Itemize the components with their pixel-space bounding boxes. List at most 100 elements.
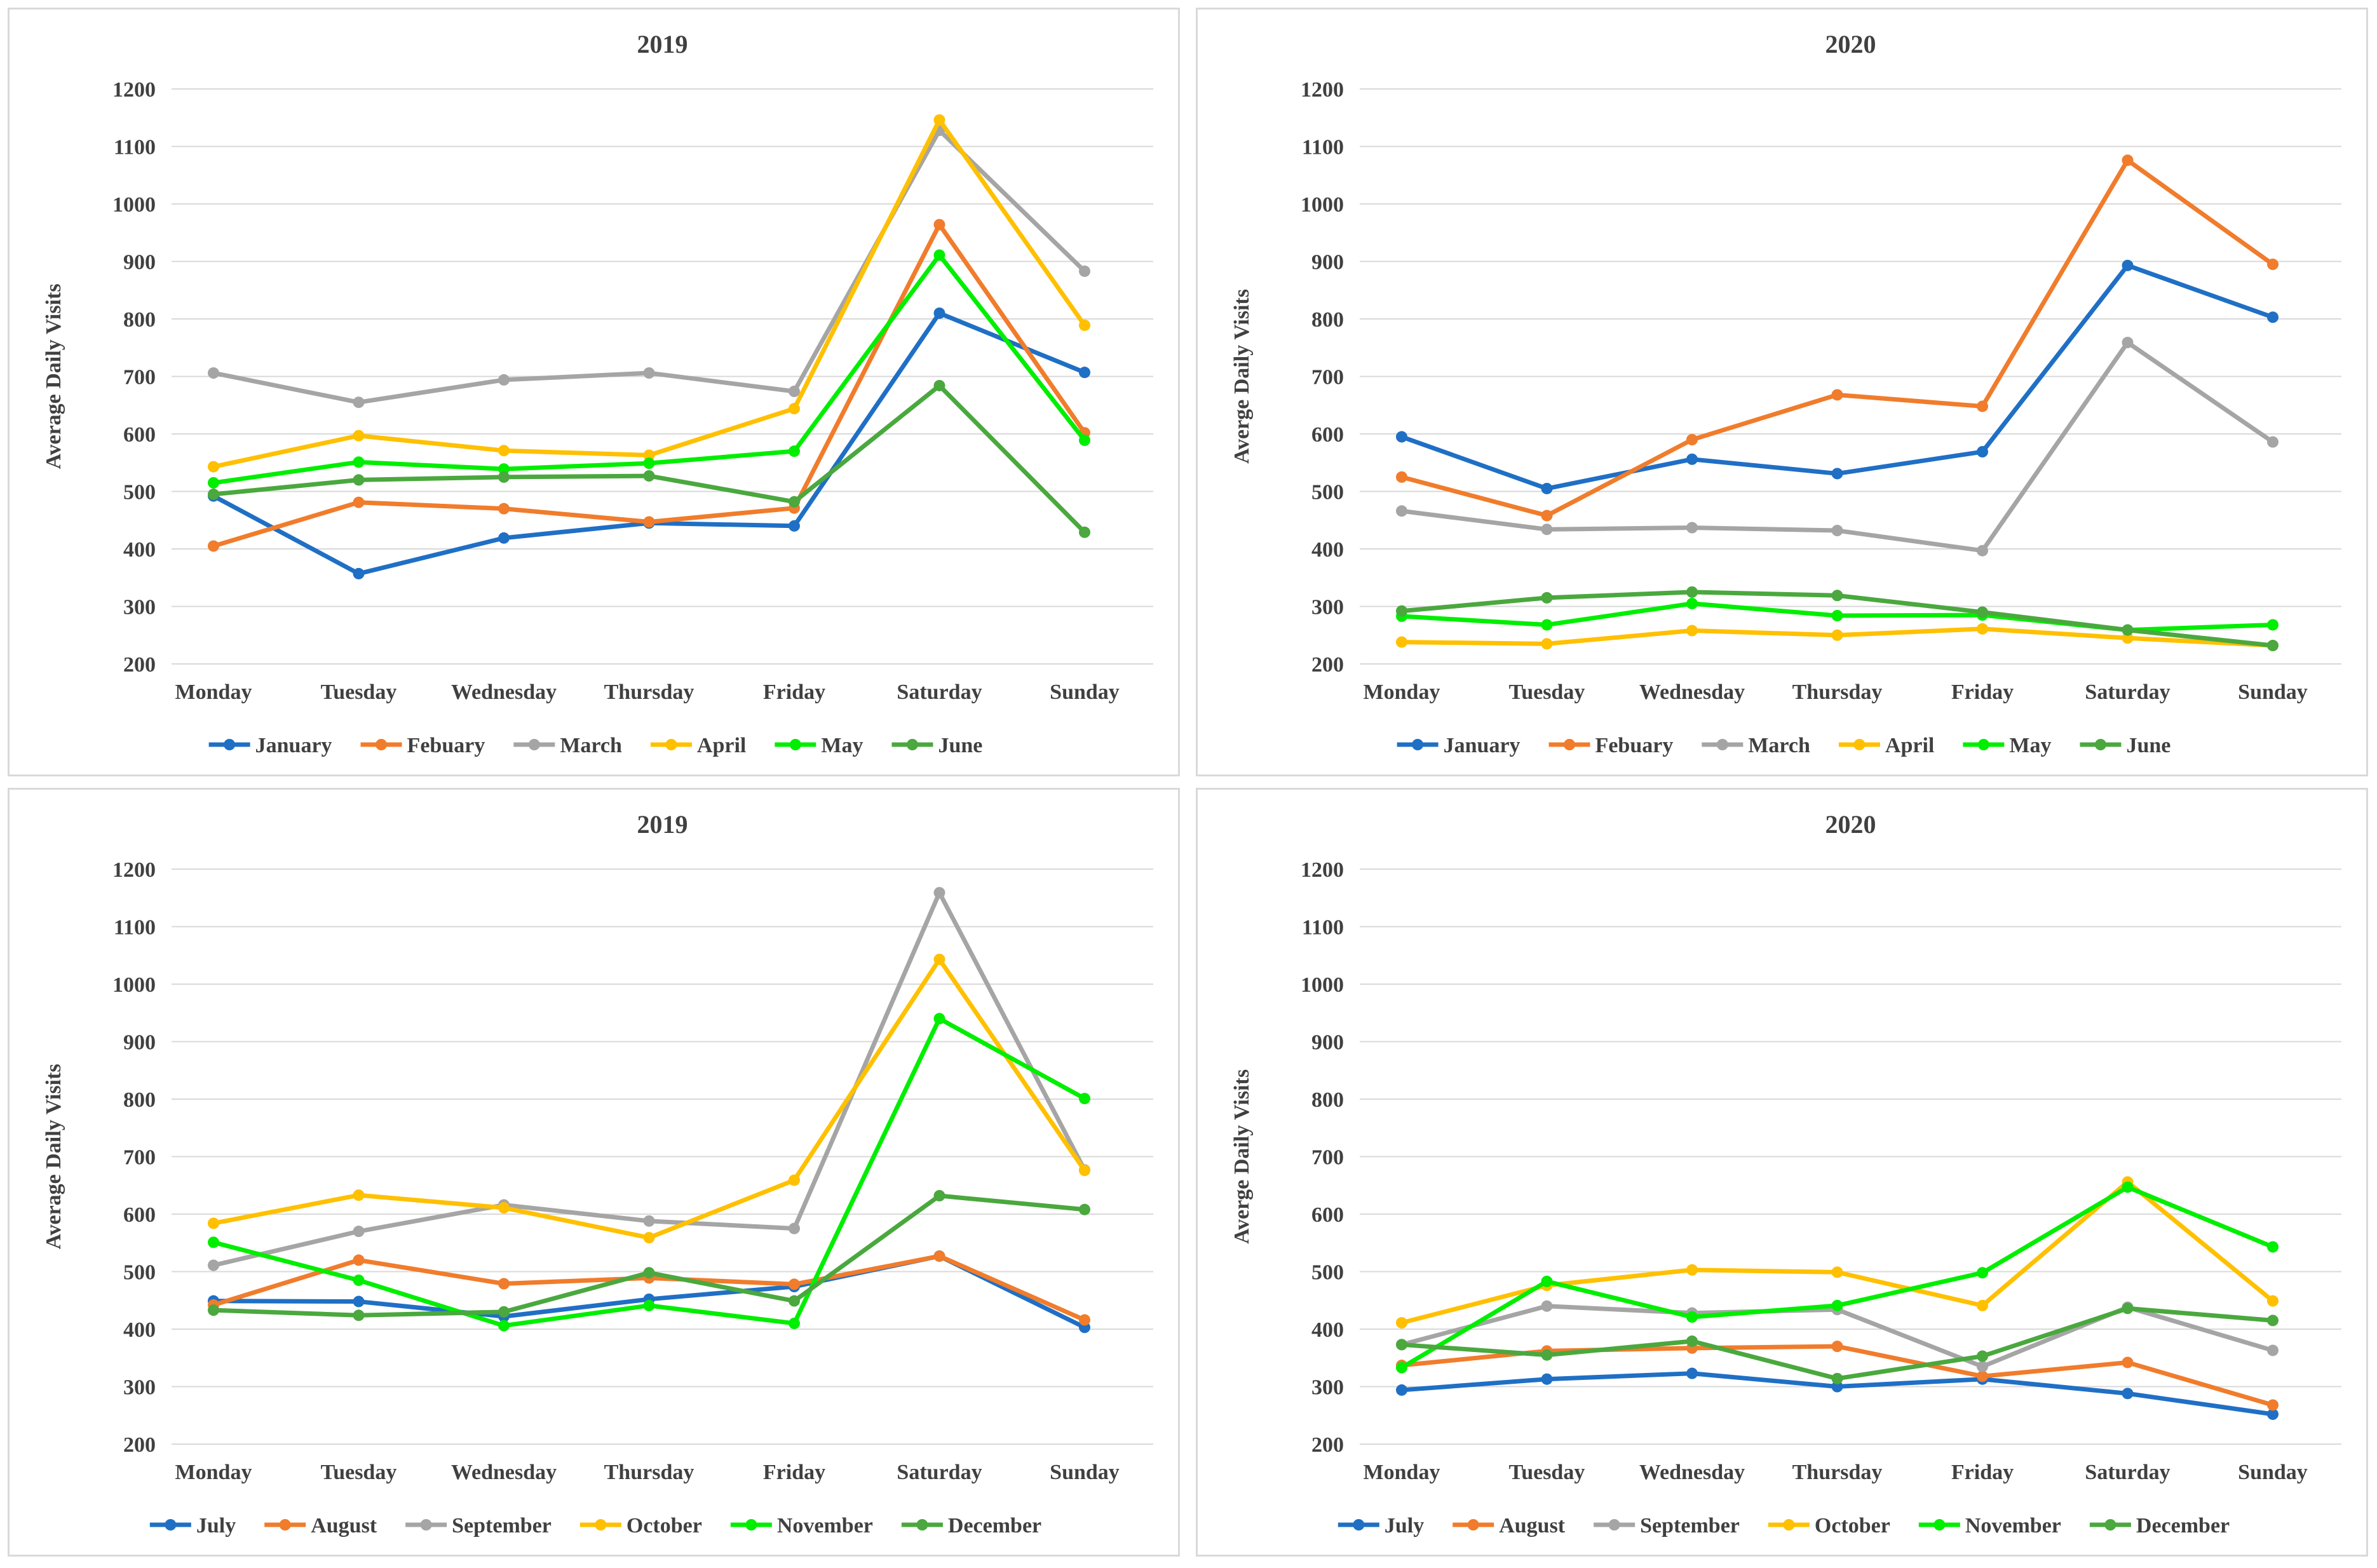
data-point-april-monday [1396, 636, 1407, 648]
series-september [208, 887, 1090, 1271]
data-point-march-wednesday [498, 374, 510, 386]
x-tick-label-tuesday: Tuesday [1509, 680, 1585, 704]
legend-item-may: May [775, 734, 863, 757]
legend-swatch-marker [224, 739, 236, 750]
y-tick-label: 1200 [112, 858, 156, 882]
legend-item-march: March [1702, 734, 1810, 757]
y-tick-label: 300 [123, 1376, 156, 1400]
y-tick-label: 1200 [1301, 78, 1344, 102]
legend-label: April [697, 734, 746, 757]
y-tick-label: 900 [123, 251, 156, 274]
legend-swatch-marker [279, 1519, 291, 1531]
data-point-june-wednesday [498, 471, 510, 483]
x-tick-label-friday: Friday [1951, 680, 2014, 704]
data-point-may-wednesday [1686, 597, 1698, 609]
x-tick-label-friday: Friday [1951, 1461, 2014, 1484]
y-axis-label: Average Daily Visits [42, 1064, 65, 1249]
legend-swatch-marker [1853, 739, 1866, 750]
data-point-october-thursday [1831, 1266, 1843, 1278]
data-point-december-wednesday [498, 1306, 510, 1318]
legend: July August September October November Decemb… [149, 1514, 1041, 1538]
y-tick-label: 700 [1311, 366, 1344, 389]
data-point-september-friday [1977, 1360, 1988, 1372]
x-tick-label-tuesday: Tuesday [1509, 1461, 1585, 1484]
data-point-december-thursday [1831, 1372, 1843, 1384]
x-tick-label-wednesday: Wednesday [1639, 680, 1745, 704]
data-point-june-wednesday [1686, 586, 1698, 598]
x-tick-label-sunday: Sunday [2238, 1461, 2308, 1484]
x-tick-label-monday: Monday [1364, 1461, 1440, 1484]
data-point-march-monday [208, 367, 219, 379]
y-tick-label: 900 [1311, 251, 1344, 274]
data-point-march-thursday [1831, 525, 1843, 537]
data-point-september-saturday [933, 887, 945, 899]
data-point-january-wednesday [498, 532, 510, 544]
series-october [208, 954, 1090, 1244]
data-point-december-friday [789, 1295, 800, 1307]
legend-item-july: July [149, 1514, 236, 1538]
legend-item-january: January [208, 734, 332, 757]
data-point-december-saturday [933, 1190, 945, 1202]
data-point-august-friday [1977, 1370, 1988, 1382]
data-point-april-sunday [1079, 319, 1090, 331]
y-tick-label: 500 [123, 1261, 156, 1285]
line-chart-2020-jul-dec: 200 300 400 500 600 700 800 900 1000 1100 1200 Mond… [1230, 810, 2341, 1538]
data-point-october-sunday [1079, 1165, 1090, 1177]
data-point-january-tuesday [353, 567, 365, 579]
legend-swatch-marker [165, 1519, 177, 1531]
x-tick-label-thursday: Thursday [604, 680, 694, 704]
data-point-october-saturday [933, 954, 945, 966]
data-point-january-thursday [1831, 468, 1843, 480]
data-point-january-tuesday [1541, 482, 1553, 494]
data-point-june-tuesday [1541, 591, 1553, 604]
data-point-november-monday [208, 1236, 219, 1248]
series-line-january [211, 311, 1087, 576]
data-point-june-thursday [1831, 590, 1843, 602]
data-point-october-sunday [2267, 1295, 2279, 1307]
y-tick-label: 1100 [1302, 136, 1344, 159]
chart-panel-2019-jul-dec: 200 300 400 500 600 700 800 900 1000 1100 1200 Mond… [8, 788, 1180, 1557]
y-tick-label: 600 [1311, 1203, 1344, 1227]
series-january [1396, 259, 2279, 494]
x-tick-label-monday: Monday [175, 680, 252, 704]
x-tick-label-friday: Friday [763, 1461, 825, 1484]
data-point-march-tuesday [353, 396, 365, 409]
series-april [208, 114, 1090, 473]
data-point-febuary-tuesday [1541, 510, 1553, 522]
series-line-march [211, 128, 1087, 405]
y-tick-label: 600 [123, 423, 156, 447]
data-point-june-saturday [2122, 624, 2134, 636]
data-point-july-monday [1396, 1384, 1407, 1396]
data-point-october-monday [1396, 1317, 1407, 1329]
data-point-march-sunday [1079, 265, 1090, 277]
chart-title: 2020 [1825, 810, 1876, 839]
y-tick-label: 500 [123, 481, 156, 504]
data-point-november-friday [789, 1317, 800, 1329]
data-point-march-wednesday [1686, 522, 1698, 534]
x-tick-label-wednesday: Wednesday [451, 680, 557, 704]
legend-item-june: June [2080, 734, 2170, 757]
legend: January Febuary March April May June [208, 734, 982, 757]
x-tick-label-sunday: Sunday [1050, 680, 1120, 704]
series-line-april [211, 118, 1087, 470]
data-point-april-friday [1977, 623, 1988, 635]
data-point-febuary-sunday [2267, 259, 2279, 271]
legend-label: August [311, 1514, 377, 1538]
data-point-october-monday [208, 1217, 219, 1229]
data-point-may-sunday [2267, 619, 2279, 631]
data-point-febuary-friday [1977, 400, 1988, 412]
legend: January Febuary March April May June [1397, 734, 2170, 757]
legend-item-april: April [650, 734, 746, 757]
legend-item-november: November [1918, 1514, 2061, 1538]
data-point-august-tuesday [353, 1254, 365, 1266]
data-point-april-friday [789, 403, 800, 415]
data-point-april-monday [208, 461, 219, 473]
data-point-september-tuesday [353, 1226, 365, 1238]
x-tick-label-monday: Monday [1364, 680, 1440, 704]
legend-label: August [1499, 1514, 1566, 1538]
series-june [208, 379, 1090, 538]
y-tick-label: 400 [1311, 1318, 1344, 1342]
x-tick-label-wednesday: Wednesday [1639, 1461, 1745, 1484]
data-point-september-tuesday [1541, 1300, 1553, 1312]
data-point-january-saturday [933, 307, 945, 319]
